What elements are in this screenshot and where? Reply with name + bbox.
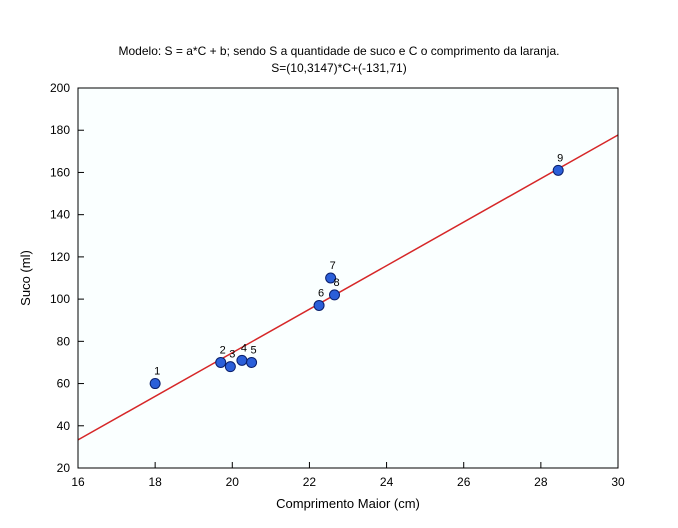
y-tick-label: 40	[57, 419, 71, 433]
chart-title-line1: Modelo: S = a*C + b; sendo S a quantidad…	[119, 44, 560, 58]
x-tick-label: 20	[226, 475, 240, 489]
x-tick-label: 28	[534, 475, 548, 489]
x-tick-label: 18	[148, 475, 162, 489]
data-point	[314, 300, 324, 310]
x-tick-label: 16	[71, 475, 85, 489]
data-point	[150, 379, 160, 389]
y-axis-label: Suco (ml)	[18, 250, 33, 306]
data-point	[247, 357, 257, 367]
scatter-chart: 1618202224262830204060801001201401601802…	[0, 0, 678, 528]
data-point-label: 2	[220, 344, 226, 356]
data-point-label: 6	[318, 287, 324, 299]
y-tick-label: 120	[50, 250, 70, 264]
x-tick-label: 24	[380, 475, 394, 489]
y-tick-label: 180	[50, 123, 70, 137]
data-point-label: 5	[251, 344, 257, 356]
data-point-label: 1	[154, 366, 160, 378]
y-tick-label: 140	[50, 208, 70, 222]
data-point-label: 3	[229, 349, 235, 361]
x-axis-label: Comprimento Maior (cm)	[276, 496, 420, 511]
x-tick-label: 26	[457, 475, 471, 489]
x-tick-label: 22	[303, 475, 317, 489]
x-tick-label: 30	[611, 475, 625, 489]
y-tick-label: 160	[50, 165, 70, 179]
data-point	[553, 165, 563, 175]
plot-area	[78, 88, 618, 468]
data-point-label: 4	[241, 342, 247, 354]
y-tick-label: 60	[57, 377, 71, 391]
data-point	[330, 290, 340, 300]
data-point	[216, 357, 226, 367]
data-point	[225, 362, 235, 372]
data-point-label: 9	[557, 152, 563, 164]
y-tick-label: 200	[50, 81, 70, 95]
y-tick-label: 80	[57, 334, 71, 348]
chart-title-line2: S=(10,3147)*C+(-131,71)	[271, 61, 406, 75]
y-tick-label: 100	[50, 292, 70, 306]
data-point	[237, 355, 247, 365]
y-tick-label: 20	[57, 461, 71, 475]
chart-container: 1618202224262830204060801001201401601802…	[0, 0, 678, 528]
data-point-label: 7	[330, 260, 336, 272]
data-point-label: 8	[333, 277, 339, 289]
